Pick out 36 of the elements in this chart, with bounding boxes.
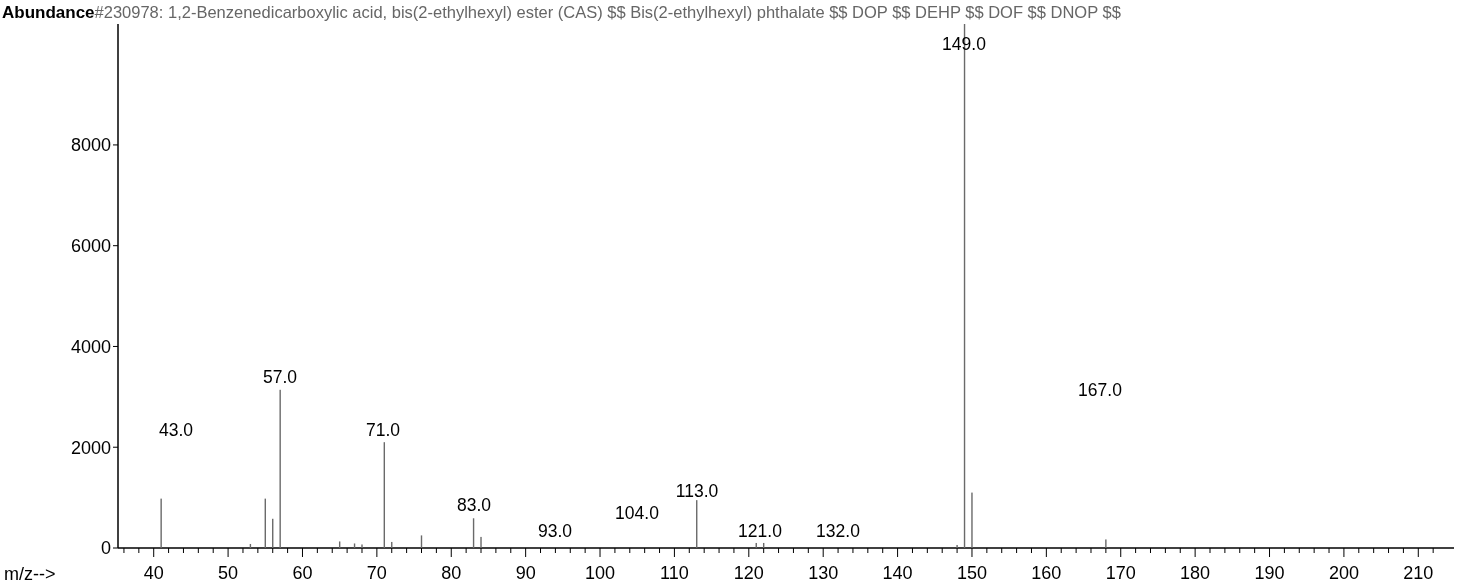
x-tick-label: 80: [441, 563, 462, 583]
x-tick-label: 140: [882, 563, 913, 583]
x-tick-label: 90: [515, 563, 536, 583]
x-tick-label: 210: [1403, 563, 1434, 583]
x-tick-label: 70: [366, 563, 387, 583]
y-tick-label: 2000: [70, 437, 111, 458]
y-tick-label: 6000: [70, 235, 111, 256]
x-tick-label: 60: [292, 563, 313, 583]
x-tick-label: 130: [808, 563, 839, 583]
y-tick-label: 0: [100, 538, 111, 559]
chart-title: #230978: 1,2-Benzenedicarboxylic acid, bis(2-ethylhexyl) ester (CAS) $$ Bis(2-ethylhexyl) phthalate $$ DOP $$ DEHP $$ DOF $$ DNOP $$: [94, 3, 1121, 21]
x-tick-label: 200: [1328, 563, 1359, 583]
y-axis-title: Abundance: [2, 3, 95, 22]
annotation: 71.0: [365, 420, 401, 440]
annotation: 167.0: [1078, 380, 1123, 400]
x-tick-label: 160: [1031, 563, 1062, 583]
annotation: 83.0: [456, 495, 492, 515]
x-tick-label: 40: [143, 563, 164, 583]
x-tick-label: 170: [1105, 563, 1136, 583]
x-axis-title: m/z-->: [4, 564, 56, 584]
annotation: 43.0: [158, 420, 194, 440]
annotation: 93.0: [537, 521, 573, 541]
x-tick-label: 150: [956, 563, 987, 583]
annotation: 104.0: [615, 503, 660, 523]
x-tick-label: 120: [733, 563, 764, 583]
annotation: 132.0: [816, 521, 861, 541]
annotation: 57.0: [262, 367, 298, 387]
x-tick-label: 110: [660, 563, 689, 583]
annotation: 113.0: [675, 481, 719, 501]
x-tick-label: 50: [218, 563, 239, 583]
x-tick-label: 100: [585, 563, 616, 583]
y-tick-label: 4000: [70, 336, 111, 357]
y-tick-label: 8000: [70, 135, 111, 156]
x-tick-label: 180: [1180, 563, 1211, 583]
x-tick-label: 190: [1254, 563, 1285, 583]
annotation: 121.0: [738, 521, 783, 541]
